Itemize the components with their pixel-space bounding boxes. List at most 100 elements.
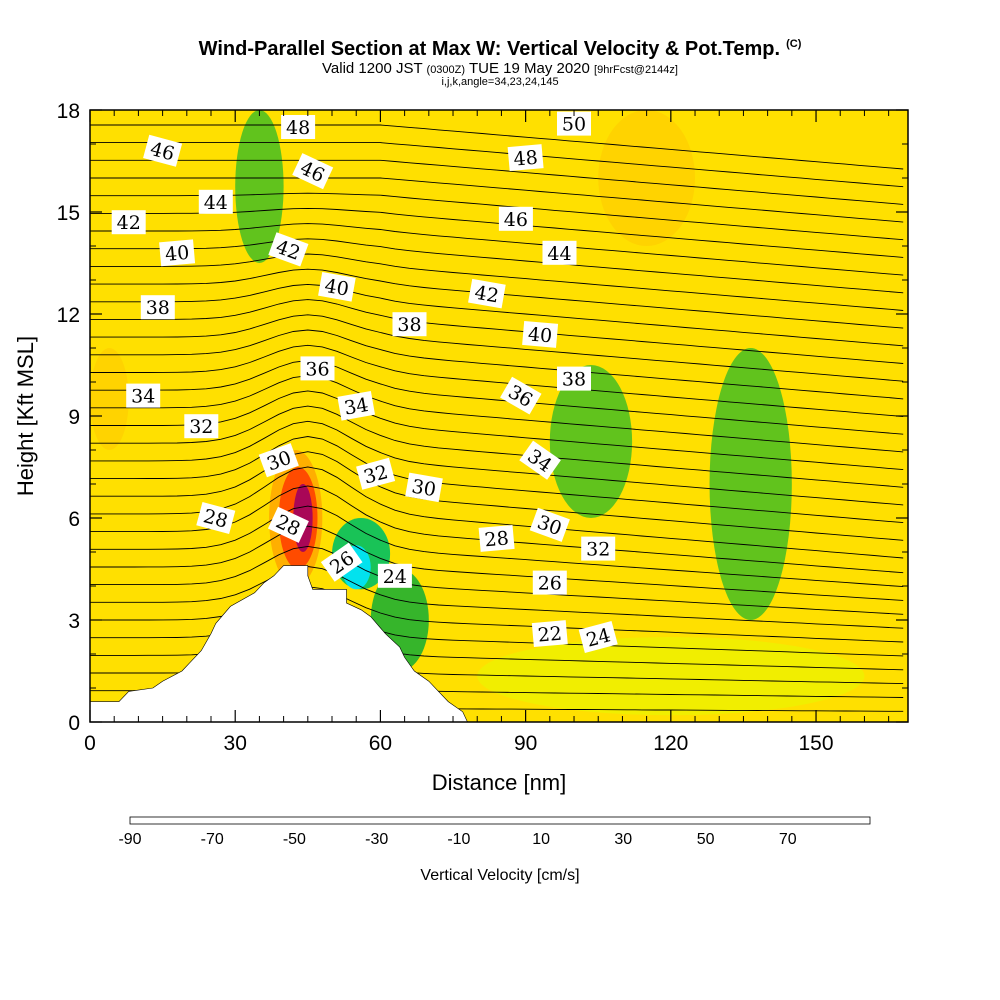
contour-label: 38 [557,366,591,391]
contour-label-text: 32 [586,539,610,561]
contour-label: 50 [557,111,591,136]
y-tick-label: 9 [68,406,80,429]
colorbar-tick-label: -90 [118,831,141,848]
x-tick-label: 150 [799,732,834,755]
contour-label-box [519,440,561,480]
contour-label-text: 34 [343,394,371,420]
contour-label-box [292,153,334,190]
theta-contour-line [90,360,904,435]
contour-label-text: 38 [397,314,421,336]
x-tick-label: 90 [514,732,537,755]
colorbar-tick-label: -10 [447,831,470,848]
x-tick-label: 0 [84,732,96,755]
contour-label: 38 [140,295,175,320]
contour-label-box [198,189,233,214]
subtitle-date: TUE 19 May 2020 [468,60,590,77]
contour-label-box [532,570,567,595]
contour-label: 32 [581,536,616,561]
contour-label-text: 48 [286,117,310,139]
theta-contour-line [90,223,904,276]
colorbar-tick-label: -70 [201,831,224,848]
contour-label-box [143,134,183,167]
theta-contour-line [90,314,904,382]
contour-label-text: 46 [504,209,528,231]
contour-label: 32 [184,414,219,439]
contour-label-text: 24 [383,566,407,588]
contour-label-text: 28 [484,527,510,551]
contour-label-box [300,356,335,381]
contour-label-text: 44 [547,243,571,265]
contour-label-box [281,115,316,139]
contour-label-box [320,542,363,582]
terrain-mask [90,565,468,722]
contour-label: 34 [337,391,376,421]
colorbar-tick-label: 10 [532,831,550,848]
contour-label-text: 48 [513,147,539,171]
theta-contour-line [90,329,904,400]
y-tick-label: 6 [68,508,80,531]
contour-label-box [318,272,356,302]
contour-label: 22 [531,620,568,648]
velocity-cell [235,110,284,263]
contour-label-box [531,620,568,648]
contour-label: 46 [498,206,533,231]
colorbar-tick-label: 50 [697,831,715,848]
contour-label-box [500,376,542,415]
contour-label-text: 40 [164,242,190,266]
contour-label: 44 [542,240,577,265]
contour-label-text: 40 [527,323,553,347]
chart-title-unit: (C) [786,38,802,50]
velocity-field [90,110,865,716]
y-tick-label: 18 [57,100,80,123]
contour-label-box [557,366,591,391]
contour-label: 24 [377,563,412,588]
y-tick-label: 15 [57,202,80,225]
theta-contour-line [90,253,904,311]
contour-label-box [337,391,376,421]
theta-contour-line [90,420,904,506]
contour-label: 40 [318,272,356,302]
contour-label-text: 34 [131,386,155,408]
contour-label: 24 [578,621,618,653]
contour-label-box [405,472,443,503]
contour-label-box [507,144,544,172]
subtitle-valid: Valid 1200 JST [322,60,423,77]
velocity-cell [598,110,696,246]
colorbar-tick-label: -50 [283,831,306,848]
contour-label-text: 30 [410,475,438,501]
theta-contour-line [90,390,904,471]
contour-label-text: 36 [305,358,329,380]
contour-label-text: 38 [562,369,586,391]
contour-label: 42 [468,278,506,309]
theta-contour-line [90,142,904,188]
theta-contour-line [90,566,904,629]
contour-label-box [468,278,506,309]
velocity-cell [90,348,129,450]
contour-label-box [268,232,309,267]
y-axis-label: Height [Kft MSL] [13,336,38,496]
theta-contour-line [90,436,904,524]
contour-label-box [184,414,219,439]
chart-subtitle: Valid 1200 JST (0300Z) TUE 19 May 2020 [… [0,60,1000,77]
contour-label: 46 [143,134,183,167]
contour-label-box [498,206,533,231]
contour-label-box [159,239,196,267]
subtitle-utc: (0300Z) [426,64,466,76]
contour-label: 40 [159,239,196,267]
theta-contour-line [90,505,904,588]
contour-label-text: 32 [189,416,213,438]
contour-label-box [140,295,175,320]
contour-label-box [111,210,146,235]
contour-label-box [578,621,618,653]
contour-label-text: 42 [117,212,141,234]
x-tick-label: 120 [653,732,688,755]
contour-label: 48 [281,115,316,139]
colorbar-tick-label: 70 [779,831,797,848]
contour-label: 30 [405,472,443,503]
contour-label-box [267,506,309,543]
colorbar-tick-label: -30 [365,831,388,848]
colorbar-frame [129,816,871,825]
chart-subtitle-indices: i,j,k,angle=34,23,24,145 [441,76,559,88]
